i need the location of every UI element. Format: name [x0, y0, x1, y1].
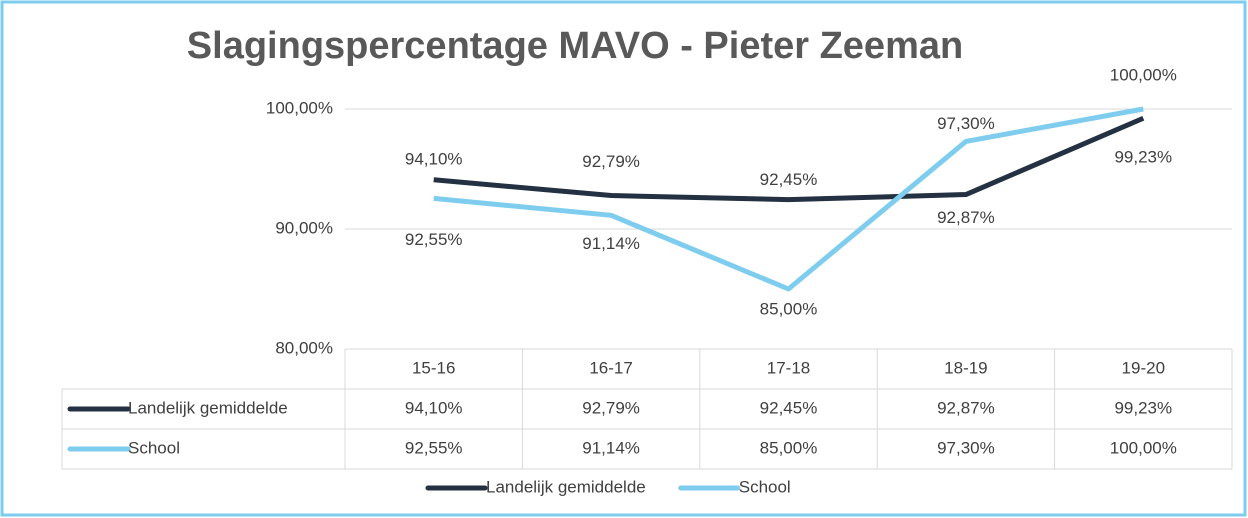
data-label: 97,30% [937, 114, 995, 133]
table-cell: 92,87% [937, 398, 995, 417]
table-cell: 94,10% [405, 398, 463, 417]
data-label: 92,45% [760, 170, 818, 189]
data-label: 92,79% [582, 152, 640, 171]
table-cell: 92,55% [405, 438, 463, 457]
data-label: 94,10% [405, 149, 463, 168]
table-cell: 100,00% [1110, 438, 1177, 457]
data-label: 100,00% [1110, 65, 1177, 84]
x-tick-label: 16-17 [589, 358, 632, 377]
x-tick-label: 17-18 [767, 358, 810, 377]
chart-title: Slagingspercentage MAVO - Pieter Zeeman [187, 25, 963, 67]
data-label: 92,55% [405, 230, 463, 249]
table-cell: 91,14% [582, 438, 640, 457]
table-cell: 92,79% [582, 398, 640, 417]
data-label: 92,87% [937, 208, 995, 227]
table-cell: 97,30% [937, 438, 995, 457]
series-line [433, 115, 1145, 203]
y-tick-label: 100,00% [266, 98, 333, 117]
table-row-header: Landelijk gemiddelde [128, 398, 288, 417]
table-cell: 99,23% [1114, 398, 1172, 417]
x-tick-label: 18-19 [944, 358, 987, 377]
data-label: 99,23% [1114, 148, 1172, 167]
table-row-header: School [128, 438, 180, 457]
series-line [433, 106, 1144, 292]
data-label: 85,00% [760, 299, 818, 318]
table-cell: 92,45% [760, 398, 818, 417]
x-tick-label: 15-16 [412, 358, 455, 377]
legend-label: Landelijk gemiddelde [486, 477, 646, 496]
x-tick-label: 19-20 [1122, 358, 1165, 377]
legend-label: School [739, 477, 791, 496]
y-tick-label: 80,00% [275, 338, 333, 357]
data-label: 91,14% [582, 234, 640, 253]
y-tick-label: 90,00% [275, 218, 333, 237]
table-cell: 85,00% [760, 438, 818, 457]
